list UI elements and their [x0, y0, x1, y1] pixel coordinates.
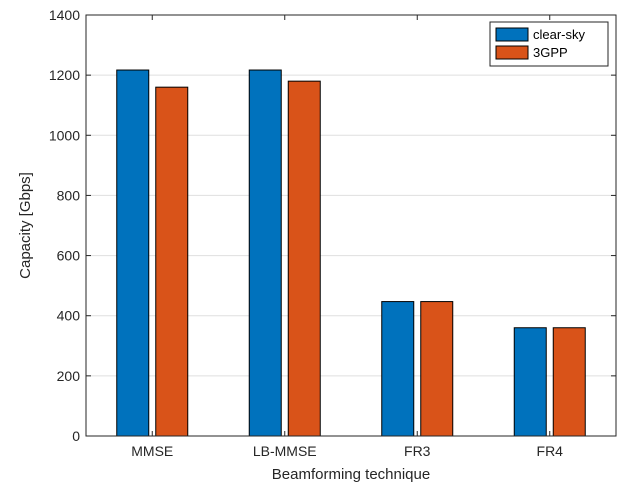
- bar-3gpp-lb-mmse: [287, 80, 321, 437]
- x-tick-label: FR3: [404, 443, 431, 459]
- y-tick-label: 200: [57, 368, 81, 384]
- bars: [116, 69, 586, 437]
- x-axis-ticks: MMSE LB-MMSE FR3 FR4: [131, 15, 563, 459]
- y-tick-label: 400: [57, 308, 81, 324]
- legend-entry: 3GPP: [533, 45, 568, 60]
- y-axis-label: Capacity [Gbps]: [17, 172, 34, 279]
- bar-clear-sky-mmse: [116, 69, 150, 437]
- bar-clear-sky-fr4: [513, 327, 547, 437]
- bar-3gpp-fr3: [420, 301, 454, 437]
- legend-swatch: [495, 27, 529, 42]
- bar-clear-sky-lb-mmse: [248, 69, 282, 437]
- y-axis-ticks: 0 200 400 600 800 1000 1200 1400: [49, 7, 616, 444]
- y-tick-label: 0: [72, 428, 80, 444]
- y-tick-label: 1200: [49, 67, 80, 83]
- legend-entry: clear-sky: [533, 27, 586, 42]
- x-tick-label: MMSE: [131, 443, 173, 459]
- legend-swatch: [495, 45, 529, 60]
- y-tick-label: 600: [57, 248, 81, 264]
- plot-area-frame: [85, 14, 617, 437]
- bar-3gpp-mmse: [155, 86, 189, 437]
- legend: clear-sky 3GPP: [489, 21, 609, 67]
- y-tick-label: 1000: [49, 127, 80, 143]
- x-axis-label: Beamforming technique: [272, 466, 430, 483]
- y-tick-label: 1400: [49, 7, 80, 23]
- y-tick-label: 800: [57, 187, 81, 203]
- bar-3gpp-fr4: [552, 327, 586, 437]
- x-tick-label: FR4: [537, 443, 564, 459]
- x-tick-label: LB-MMSE: [253, 443, 317, 459]
- bar-clear-sky-fr3: [381, 301, 415, 437]
